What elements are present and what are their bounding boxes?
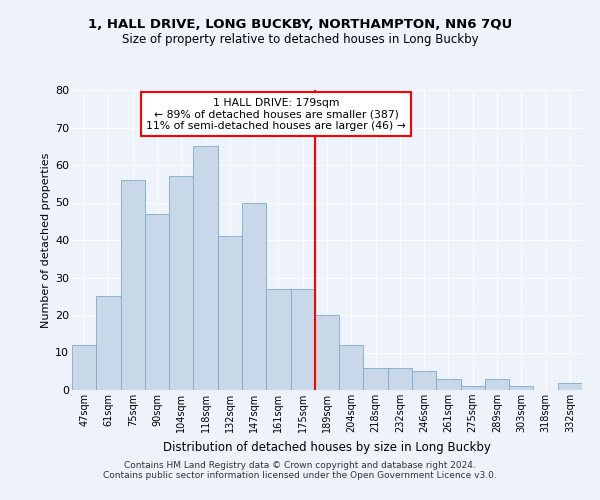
Bar <box>436 379 461 390</box>
Bar <box>121 180 145 390</box>
Bar <box>169 176 193 390</box>
Bar <box>290 289 315 390</box>
Bar <box>412 371 436 390</box>
Text: Size of property relative to detached houses in Long Buckby: Size of property relative to detached ho… <box>122 32 478 46</box>
Bar <box>558 382 582 390</box>
Y-axis label: Number of detached properties: Number of detached properties <box>41 152 51 328</box>
Bar <box>315 315 339 390</box>
X-axis label: Distribution of detached houses by size in Long Buckby: Distribution of detached houses by size … <box>163 440 491 454</box>
Text: 1 HALL DRIVE: 179sqm
← 89% of detached houses are smaller (387)
11% of semi-deta: 1 HALL DRIVE: 179sqm ← 89% of detached h… <box>146 98 406 130</box>
Text: 1, HALL DRIVE, LONG BUCKBY, NORTHAMPTON, NN6 7QU: 1, HALL DRIVE, LONG BUCKBY, NORTHAMPTON,… <box>88 18 512 30</box>
Text: Contains HM Land Registry data © Crown copyright and database right 2024.
Contai: Contains HM Land Registry data © Crown c… <box>103 460 497 480</box>
Bar <box>72 345 96 390</box>
Bar <box>96 296 121 390</box>
Bar <box>388 368 412 390</box>
Bar <box>242 202 266 390</box>
Bar <box>364 368 388 390</box>
Bar <box>145 214 169 390</box>
Bar <box>193 146 218 390</box>
Bar <box>266 289 290 390</box>
Bar <box>485 379 509 390</box>
Bar <box>461 386 485 390</box>
Bar <box>339 345 364 390</box>
Bar <box>218 236 242 390</box>
Bar <box>509 386 533 390</box>
